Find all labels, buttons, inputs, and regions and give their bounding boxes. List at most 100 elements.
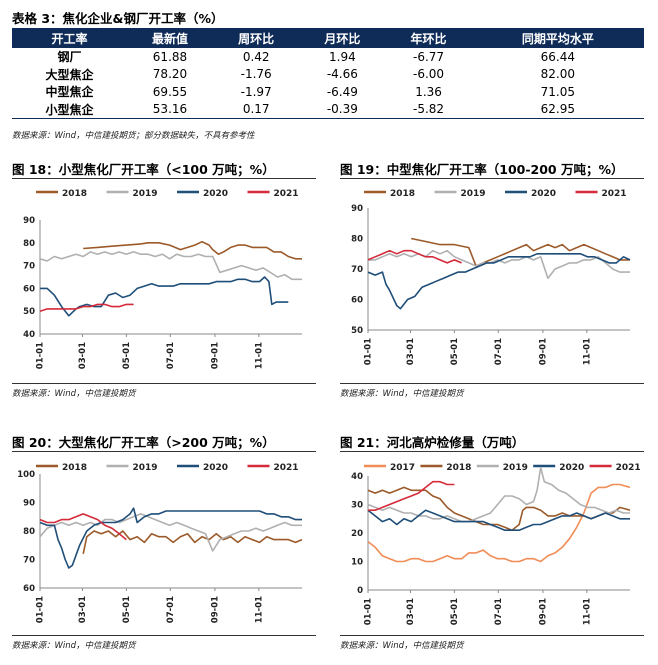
table-header-cell: 月环比 <box>299 28 386 48</box>
legend-label-2018: 2018 <box>390 189 415 199</box>
series-line-2018 <box>83 240 302 260</box>
chart-18-title: 图 18：小型焦化厂开工率（<100 万吨；%） <box>12 162 275 177</box>
legend-label-2021: 2021 <box>274 463 299 473</box>
chart-19-title: 图 19：中型焦化厂开工率（100-200 万吨；%） <box>340 162 624 177</box>
legend-label-2020: 2020 <box>203 463 228 473</box>
y-tick-label: 50 <box>23 307 35 317</box>
y-tick-label: 20 <box>351 529 363 539</box>
legend-label-2019: 2019 <box>133 189 158 199</box>
x-tick-label: 03-01 <box>406 338 416 365</box>
chart-21-title: 图 21：河北高炉检修量（万吨） <box>340 435 525 450</box>
y-tick-label: 60 <box>23 284 35 294</box>
y-tick-label: 40 <box>23 330 35 340</box>
legend-label-2019: 2019 <box>133 463 158 473</box>
series-line-2021 <box>368 480 455 511</box>
table-cell: 53.16 <box>126 100 214 119</box>
table-row: 大型焦企 78.20 -1.76 -4.66 -6.00 82.00 <box>12 66 644 84</box>
series-line-2020 <box>40 276 289 317</box>
table-cell: 78.20 <box>152 67 188 82</box>
series-line-2021 <box>367 249 462 264</box>
series-line-2018 <box>82 530 303 554</box>
series-line-2020 <box>39 507 302 569</box>
x-tick-label: 01-01 <box>36 596 46 623</box>
x-tick-label: 07-01 <box>166 596 176 623</box>
table-row-label: 小型焦企 <box>12 100 127 119</box>
x-tick-label: 11-01 <box>582 338 592 365</box>
legend-label-2018: 2018 <box>62 463 87 473</box>
series-line-2021 <box>39 513 127 541</box>
x-tick-label: 03-01 <box>78 596 88 623</box>
table-row-label: 钢厂 <box>57 50 82 65</box>
y-tick-label: 90 <box>23 216 35 226</box>
x-tick-label: 09-01 <box>538 598 548 625</box>
x-tick-label: 09-01 <box>210 596 220 623</box>
x-tick-label: 01-01 <box>364 338 374 365</box>
table-cell: -0.39 <box>299 100 386 119</box>
chart-19-source: 数据来源：Wind，中信建投期货 <box>340 389 464 399</box>
legend-label-2017: 2017 <box>390 463 415 473</box>
table-source-note: 数据来源：Wind，中信建投期货；部分数据缺失，不具有参考性 <box>12 131 255 141</box>
legend-label-2020: 2020 <box>203 189 228 199</box>
legend-label-2021: 2021 <box>274 189 299 199</box>
y-tick-label: 0 <box>357 586 363 596</box>
y-tick-label: 80 <box>23 527 35 537</box>
x-tick-label: 07-01 <box>494 338 504 365</box>
legend-label-2019: 2019 <box>461 189 486 199</box>
legend-label-2020: 2020 <box>531 189 556 199</box>
utilization-table: 开工率 最新值 周环比 月环比 年环比 同期平均水平 钢厂 61.88 0.42 1.94 -6.… <box>12 28 644 119</box>
series-line-2020 <box>367 253 631 310</box>
legend-label-2018: 2018 <box>62 189 87 199</box>
table-row: 小型焦企 53.16 0.17 -0.39 -5.82 62.95 <box>12 100 644 119</box>
series-line-2019 <box>39 251 302 281</box>
table-cell: 0.42 <box>242 49 270 64</box>
y-tick-label: 90 <box>351 204 363 214</box>
table-cell: 61.88 <box>152 49 188 64</box>
series-line-2019 <box>367 466 630 523</box>
table-row: 中型焦企 69.55 -1.97 -6.49 1.36 71.05 <box>12 83 644 101</box>
table-cell: -1.97 <box>240 84 272 99</box>
legend-label-2018: 2018 <box>446 463 471 473</box>
table-cell: -6.49 <box>326 84 358 99</box>
x-tick-label: 09-01 <box>210 342 220 369</box>
x-tick-label: 03-01 <box>406 598 416 625</box>
series-line-2019 <box>39 513 302 552</box>
chart-hebei-blast-furnace-maintenance: 2017 2018 2019 2020 2021 0 10 20 30 40 01-01 03-01 0… <box>351 463 641 625</box>
table-cell: 0.17 <box>213 100 300 119</box>
table-title: 表格 3：焦化企业&钢厂开工率（%） <box>12 11 224 26</box>
x-tick-label: 07-01 <box>166 342 176 369</box>
chart-large-coking-utilization: 2018 2019 2020 2021 60 70 80 90 100 01-01 03-01 05-… <box>17 463 303 623</box>
x-tick-label: 11-01 <box>582 598 592 625</box>
x-tick-label: 01-01 <box>364 598 374 625</box>
table-cell: 1.94 <box>329 49 356 64</box>
table-row-label: 中型焦企 <box>45 85 94 100</box>
y-tick-label: 70 <box>23 262 35 272</box>
x-tick-label: 11-01 <box>254 342 264 369</box>
x-tick-label: 05-01 <box>450 338 460 365</box>
x-tick-label: 05-01 <box>122 342 132 369</box>
series-line-2021 <box>39 303 134 312</box>
chart-20-title: 图 20：大型焦化厂开工率（>200 万吨；%） <box>12 435 275 450</box>
series-line-2020 <box>367 509 630 531</box>
y-tick-label: 60 <box>23 584 35 594</box>
table-header-cell: 周环比 <box>213 28 300 48</box>
table-cell: -6.77 <box>413 49 445 64</box>
x-tick-label: 09-01 <box>538 338 548 365</box>
y-tick-label: 70 <box>351 265 363 275</box>
series-line-2017 <box>367 483 631 563</box>
y-tick-label: 40 <box>351 472 363 482</box>
table-header-row: 开工率 最新值 周环比 月环比 年环比 同期平均水平 <box>12 28 644 48</box>
y-tick-label: 10 <box>351 558 363 568</box>
y-tick-label: 80 <box>351 235 363 245</box>
table-row: 钢厂 61.88 0.42 1.94 -6.77 66.44 <box>12 48 644 66</box>
x-tick-label: 01-01 <box>36 342 46 369</box>
table-header-cell: 最新值 <box>126 28 214 48</box>
legend-label-2021: 2021 <box>602 189 627 199</box>
chart-small-coking-utilization: 2018 2019 2020 2021 40 50 60 70 80 90 01-01 03-01 05… <box>23 189 302 369</box>
table-cell: -1.76 <box>240 67 272 82</box>
y-tick-label: 100 <box>17 470 35 480</box>
series-line-2018 <box>411 237 630 267</box>
table-cell: 82.00 <box>540 67 575 82</box>
y-tick-label: 90 <box>23 499 35 509</box>
x-tick-label: 05-01 <box>450 598 460 625</box>
table-cell: -5.82 <box>385 100 472 119</box>
